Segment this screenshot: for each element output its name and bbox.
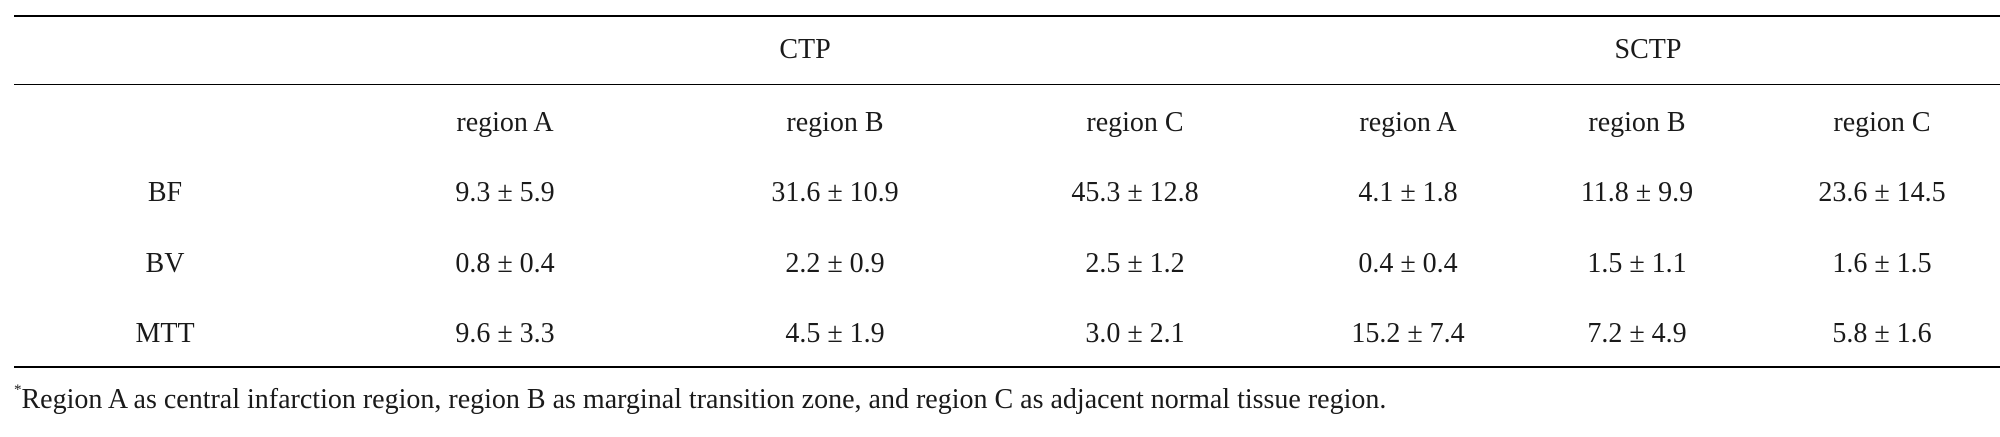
table-cell: 1.6 ± 1.5 xyxy=(1832,248,1932,279)
table-cell: 3.0 ± 2.1 xyxy=(1085,318,1185,349)
table-bottom-rule xyxy=(14,366,2000,368)
group-header-ctp: CTP xyxy=(779,34,831,65)
table-cell: 0.8 ± 0.4 xyxy=(455,248,555,279)
column-header: region A xyxy=(456,107,554,138)
table-cell: 23.6 ± 14.5 xyxy=(1818,177,1946,208)
table-footnote: *Region A as central infarction region, … xyxy=(14,383,1387,415)
table-cell: 7.2 ± 4.9 xyxy=(1587,318,1687,349)
table-cell: 4.1 ± 1.8 xyxy=(1358,177,1458,208)
table-cell: 4.5 ± 1.9 xyxy=(785,318,885,349)
table-cell: 2.2 ± 0.9 xyxy=(785,248,885,279)
table-cell: 31.6 ± 10.9 xyxy=(771,177,899,208)
group-header-rule xyxy=(14,84,2000,85)
table-cell: 45.3 ± 12.8 xyxy=(1071,177,1199,208)
table-cell: 9.6 ± 3.3 xyxy=(455,318,555,349)
column-header: region B xyxy=(786,107,884,138)
table-cell: 15.2 ± 7.4 xyxy=(1351,318,1465,349)
footnote-text: Region A as central infarction region, r… xyxy=(21,384,1387,415)
column-header: region B xyxy=(1588,107,1686,138)
row-label: BF xyxy=(147,177,183,208)
table-cell: 5.8 ± 1.6 xyxy=(1832,318,1932,349)
table-cell: 9.3 ± 5.9 xyxy=(455,177,555,208)
row-label: MTT xyxy=(135,318,195,349)
footnote-marker: * xyxy=(14,382,22,398)
table-top-rule xyxy=(14,15,2000,17)
table-cell: 2.5 ± 1.2 xyxy=(1085,248,1185,279)
table-cell: 1.5 ± 1.1 xyxy=(1587,248,1687,279)
row-label: BV xyxy=(145,248,185,279)
column-header: region C xyxy=(1086,107,1184,138)
column-header: region C xyxy=(1833,107,1931,138)
group-header-sctp: SCTP xyxy=(1614,34,1682,65)
table-cell: 0.4 ± 0.4 xyxy=(1358,248,1458,279)
table-cell: 11.8 ± 9.9 xyxy=(1580,177,1694,208)
column-header: region A xyxy=(1359,107,1457,138)
